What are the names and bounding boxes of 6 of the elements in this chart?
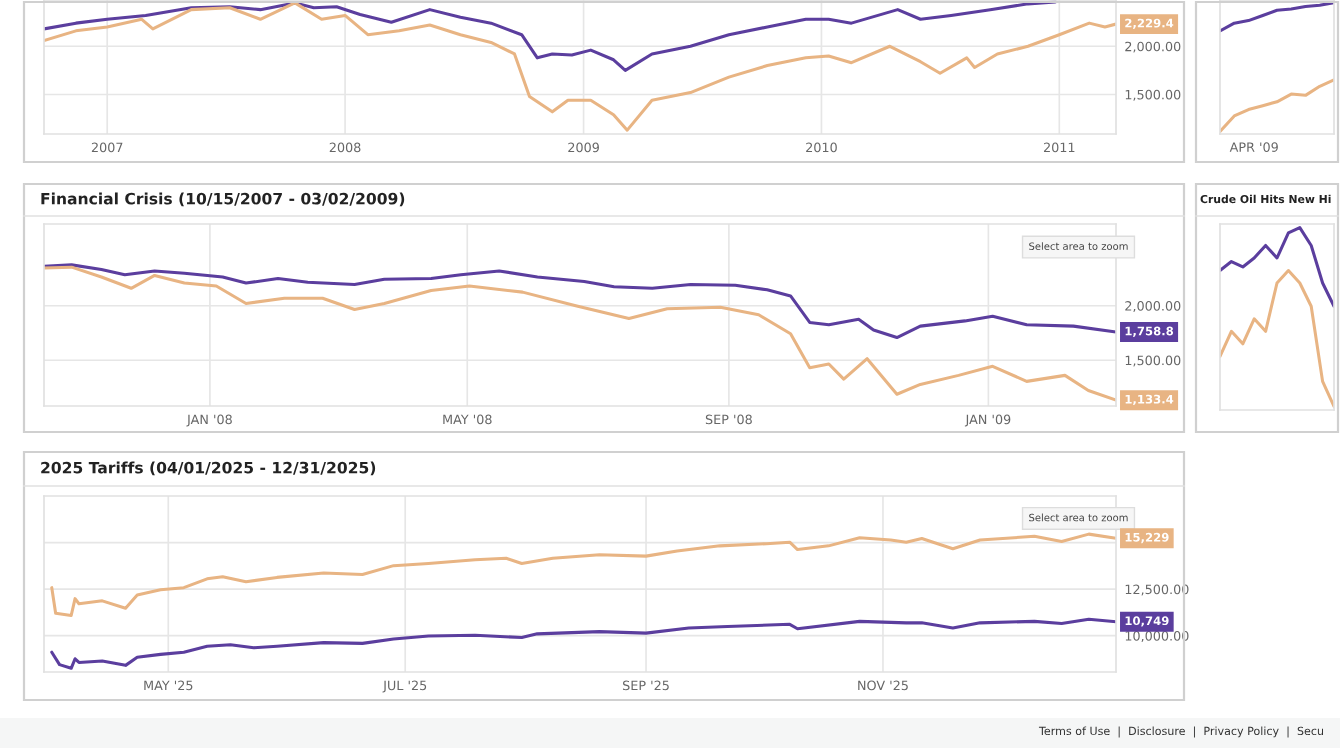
line-series <box>50 532 1116 618</box>
line-series <box>50 617 1116 670</box>
line-series <box>44 265 1116 402</box>
line-series <box>44 263 1116 340</box>
line-series <box>44 0 1057 72</box>
line-series <box>44 1 1116 132</box>
